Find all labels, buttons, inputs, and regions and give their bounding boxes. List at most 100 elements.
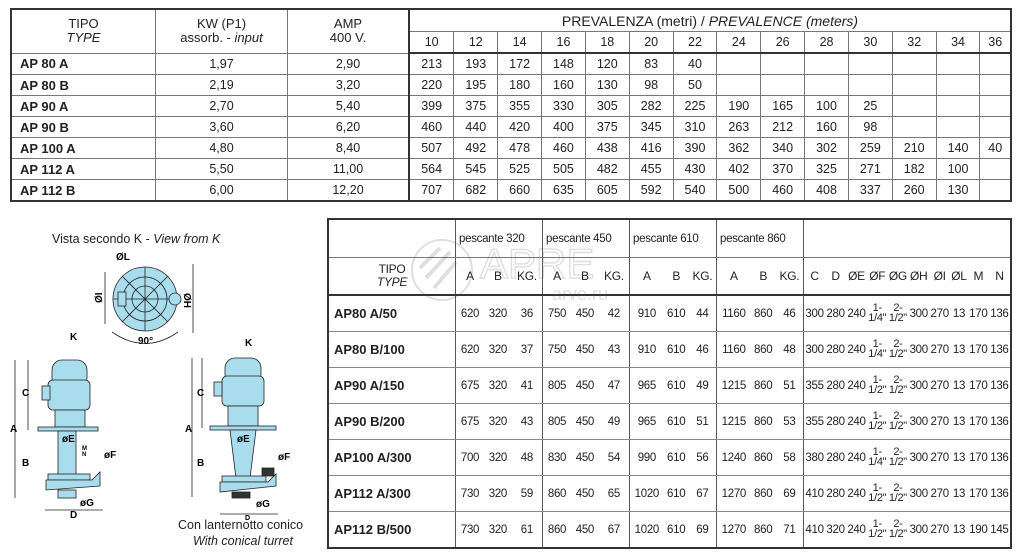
fraction-whole: 1-: [872, 410, 882, 422]
dimension-value: 69: [775, 475, 804, 512]
dimension-value: 46: [688, 331, 717, 368]
dimension-value: 860: [750, 511, 776, 549]
dimension-value: 240: [846, 331, 867, 368]
table-row: AP112 B/500 730 320 61 860 450 67 1020 610 69 1270…: [328, 511, 1011, 549]
kw-header: KW (P1) assorb. - input: [155, 8, 288, 54]
dimension-value: 61: [511, 511, 543, 549]
dimension-value: 910: [629, 331, 664, 368]
pump-drawing-standard: [14, 359, 103, 511]
dimension-value: 46: [775, 295, 804, 332]
flow-value: [760, 74, 806, 96]
dimension-value: 136: [988, 439, 1011, 476]
turret-caption-it: Con lanternotto conico: [178, 518, 304, 532]
pump-model: AP112 B/500: [328, 511, 456, 549]
table-row: AP80 B/100 620 320 37 750 450 43 910 610 46 1160 86…: [328, 331, 1011, 368]
dimension-value: 1270: [716, 475, 751, 512]
fraction-part: 1/2": [888, 420, 907, 432]
head-32m: 32: [891, 31, 937, 54]
fraction-whole: 2-: [893, 518, 903, 530]
flow-value: [935, 52, 981, 75]
head-22m: 22: [672, 31, 718, 54]
dimension-value: 730: [455, 511, 484, 549]
dimension-value: 410: [803, 475, 826, 512]
flow-value: 210: [891, 137, 937, 159]
flow-value: 420: [497, 116, 543, 138]
fraction-value: 2- 1/2": [888, 411, 907, 432]
dimension-value: 320: [484, 295, 512, 332]
dimension-value: 610: [663, 439, 689, 476]
flow-value: 40: [979, 137, 1012, 159]
dimension-value: 1- 1/4": [866, 295, 888, 332]
kw-value: 2,19: [155, 74, 288, 96]
corner-cell: [328, 219, 456, 258]
flow-value: 220: [408, 74, 455, 96]
fraction-part: 1/4": [868, 312, 887, 324]
label-n: N: [82, 452, 86, 458]
pump-type: AP 90 B: [10, 116, 156, 138]
dimension-value: 280: [825, 295, 846, 332]
dimension-value: 610: [663, 295, 689, 332]
flow-value: [891, 116, 937, 138]
col-b: B: [571, 257, 599, 296]
flow-value: 98: [628, 74, 674, 96]
amp-value: 11,00: [287, 158, 410, 180]
group-header: pescante 450: [542, 219, 630, 258]
flow-value: 375: [584, 116, 630, 138]
dimension-value: 1160: [716, 295, 751, 332]
flow-value: 500: [716, 179, 762, 202]
col-kg: KG.: [688, 257, 717, 296]
flow-value: 100: [804, 95, 849, 117]
dimension-value: 69: [688, 511, 717, 549]
dimension-value: 51: [775, 367, 804, 404]
dimension-value: 610: [663, 367, 689, 404]
flow-value: 282: [628, 95, 674, 117]
table-row: AP90 B/200 675 320 43 805 450 49 965 610 51 1215 86…: [328, 403, 1011, 440]
head-18m: 18: [584, 31, 630, 54]
label-i: ØI: [94, 292, 105, 303]
dimension-value: 320: [484, 403, 512, 440]
head-10m: 10: [408, 31, 455, 54]
pump-drawing-conical: [191, 357, 278, 515]
flow-value: 25: [847, 95, 893, 117]
fraction-part: 1/2": [868, 492, 887, 504]
label-h: ØH: [181, 293, 192, 308]
flow-value: 605: [584, 179, 630, 202]
flow-value: [979, 179, 1012, 202]
dimension-value: 13: [950, 475, 968, 512]
dimension-value: 37: [511, 331, 543, 368]
flow-value: 213: [408, 52, 455, 75]
flow-value: [979, 52, 1012, 75]
flow-value: 402: [716, 158, 762, 180]
label-k: K: [70, 332, 78, 343]
dimension-value: 450: [571, 511, 599, 549]
dimension-value: 450: [571, 367, 599, 404]
kw-value: 6,00: [155, 179, 288, 202]
dimension-value: 67: [598, 511, 630, 549]
pump-model: AP112 A/300: [328, 475, 456, 512]
fraction-value: 1- 1/4": [868, 339, 886, 360]
dimension-value: 13: [950, 439, 968, 476]
flow-value: 400: [541, 116, 586, 138]
flow-value: 399: [408, 95, 455, 117]
flow-value: 190: [716, 95, 762, 117]
flow-value: 212: [760, 116, 806, 138]
dimension-value: 240: [846, 439, 867, 476]
pump-model: AP90 B/200: [328, 403, 456, 440]
flow-value: 375: [453, 95, 499, 117]
flow-value: [891, 74, 937, 96]
dimension-value: 450: [571, 475, 599, 512]
fraction-part: 1/2": [868, 384, 887, 396]
flow-value: 271: [847, 158, 893, 180]
label-g: øG: [80, 498, 94, 509]
fraction-part: 1/2": [868, 528, 887, 540]
table-row: AP80 A/50 620 320 36 750 450 42 910 610 44 1160 860…: [328, 295, 1011, 332]
flow-value: 478: [497, 137, 543, 159]
label-d-conical: D: [245, 515, 250, 522]
fraction-whole: 2-: [893, 374, 903, 386]
fraction-whole: 1-: [872, 518, 882, 530]
fraction-part: 1/2": [888, 384, 907, 396]
flow-value: 460: [760, 179, 806, 202]
dimension-value: 43: [511, 403, 543, 440]
flow-value: 355: [497, 95, 543, 117]
flow-value: 525: [497, 158, 543, 180]
